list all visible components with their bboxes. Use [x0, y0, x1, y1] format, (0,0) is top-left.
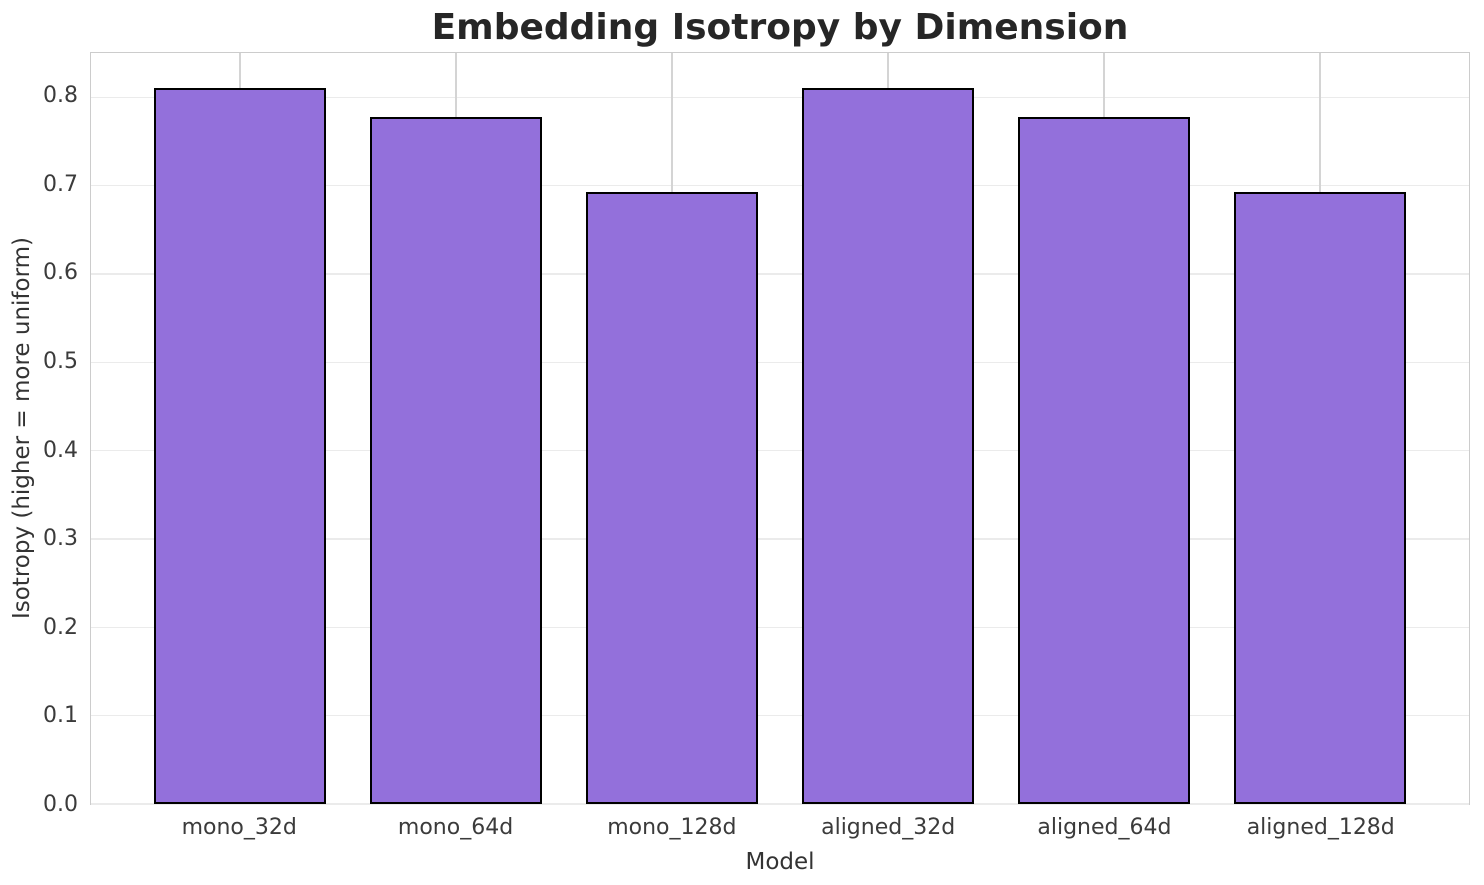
y-tick-label: 0.6 — [43, 260, 78, 286]
y-tick-label: 0.7 — [43, 171, 78, 197]
y-gridline — [91, 273, 1469, 275]
bar-aligned_128d — [1233, 191, 1407, 804]
y-gridline — [91, 714, 1469, 717]
y-tick-label: 0.5 — [43, 349, 78, 375]
y-gridline — [91, 184, 1469, 187]
bar-mono_32d — [153, 88, 327, 804]
y-tick-label: 0.2 — [43, 614, 78, 640]
x-tick-label: aligned_32d — [821, 815, 956, 840]
x-tick-label: mono_32d — [181, 815, 297, 840]
x-tick-label: aligned_64d — [1037, 815, 1172, 840]
y-tick-label: 0.3 — [43, 526, 78, 552]
bar-aligned_64d — [1017, 116, 1191, 804]
x-axis-label: Model — [745, 849, 815, 875]
x-tick-label: mono_128d — [607, 815, 737, 840]
plot-area — [90, 52, 1470, 805]
y-gridline — [91, 361, 1469, 363]
y-gridline — [91, 449, 1469, 452]
bar-mono_64d — [369, 116, 543, 804]
y-gridline — [91, 96, 1469, 98]
bar-aligned_32d — [801, 88, 975, 804]
x-tick-label: aligned_128d — [1246, 815, 1395, 840]
y-tick-label: 0.4 — [43, 437, 78, 463]
x-tick-label: mono_64d — [397, 815, 514, 840]
y-axis-label: Isotropy (higher = more uniform) — [9, 236, 35, 620]
y-tick-label: 0.1 — [43, 703, 78, 729]
chart-title: Embedding Isotropy by Dimension — [431, 7, 1129, 48]
y-gridline — [91, 626, 1469, 628]
bar-mono_128d — [585, 191, 759, 804]
y-tick-label: 0.8 — [43, 83, 78, 109]
y-tick-label: 0.0 — [43, 792, 78, 817]
y-gridline — [91, 803, 1469, 805]
y-gridline — [91, 538, 1469, 540]
